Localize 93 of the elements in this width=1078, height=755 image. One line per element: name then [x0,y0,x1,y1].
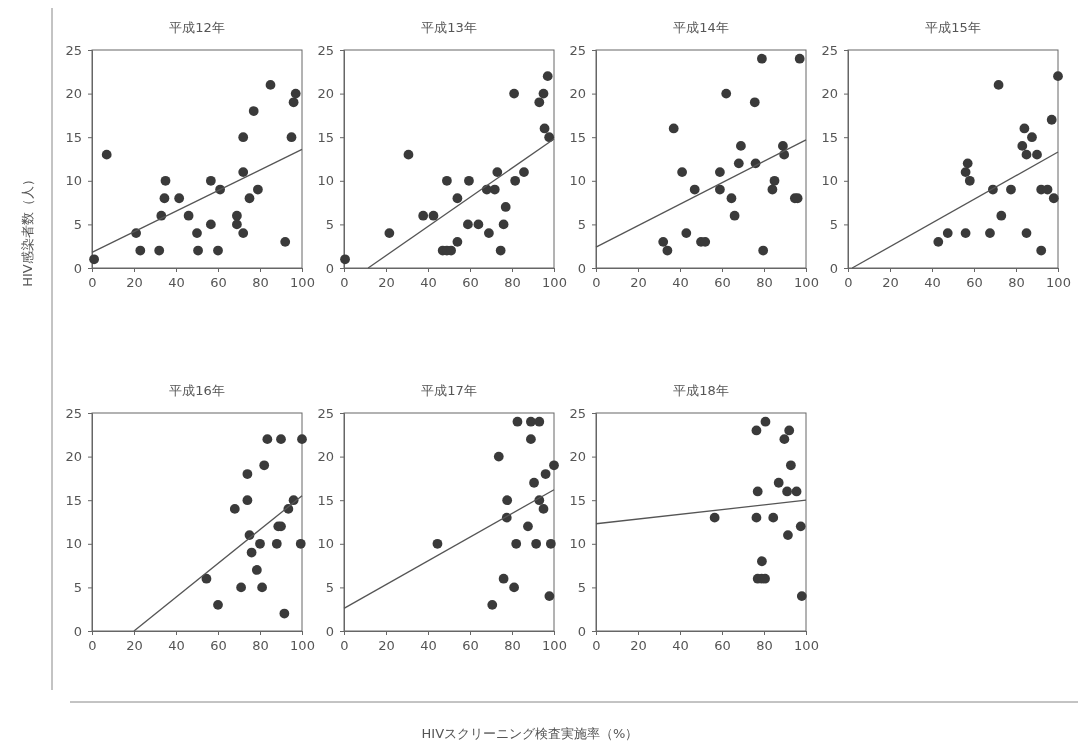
x-tick-label: 60 [462,275,479,291]
y-tick-label: 10 [569,536,586,552]
x-tick-label: 20 [630,275,647,291]
y-tick-label: 0 [829,260,838,276]
y-tick-label: 0 [325,260,334,276]
x-tick-label: 40 [420,638,437,654]
y-tick-label: 15 [65,129,82,145]
y-tick-label: 0 [73,260,82,276]
y-tick-label: 5 [73,580,82,596]
y-tick-label: 25 [569,42,586,58]
x-tick-label: 0 [592,638,601,654]
x-tick-label: 100 [290,638,315,654]
y-tick-label: 0 [325,623,334,639]
x-tick-label: 80 [756,638,773,654]
y-tick-label: 20 [65,449,82,465]
x-tick-label: 80 [1008,275,1025,291]
x-tick-label: 20 [126,638,143,654]
chart-title: 平成15年 [925,20,981,35]
y-tick-label: 15 [65,492,82,508]
x-tick-label: 40 [672,638,689,654]
y-tick-label: 25 [569,405,586,421]
y-tick-label: 15 [317,129,334,145]
x-tick-label: 100 [794,275,819,291]
y-tick-label: 25 [65,405,82,421]
y-tick-label: 10 [821,173,838,189]
y-tick-label: 20 [317,449,334,465]
chart-title: 平成18年 [673,383,729,398]
y-tick-label: 15 [569,492,586,508]
chart-title: 平成17年 [421,383,477,398]
chart-title: 平成12年 [169,20,225,35]
x-tick-label: 100 [542,275,567,291]
y-tick-label: 10 [65,173,82,189]
x-tick-label: 60 [210,275,227,291]
y-tick-label: 5 [325,217,334,233]
x-tick-label: 20 [630,638,647,654]
y-tick-label: 0 [577,260,586,276]
y-tick-label: 5 [325,580,334,596]
chart-title: 平成16年 [169,383,225,398]
x-tick-label: 0 [592,275,601,291]
x-tick-label: 20 [378,638,395,654]
x-tick-label: 40 [672,275,689,291]
x-tick-label: 40 [420,275,437,291]
x-tick-label: 20 [882,275,899,291]
y-tick-label: 20 [317,86,334,102]
y-tick-label: 5 [577,217,586,233]
y-tick-label: 5 [577,580,586,596]
x-tick-label: 80 [756,275,773,291]
x-tick-label: 60 [966,275,983,291]
x-tick-label: 80 [504,638,521,654]
x-tick-label: 80 [252,275,269,291]
x-tick-label: 40 [168,638,185,654]
y-tick-label: 25 [317,405,334,421]
x-tick-label: 100 [290,275,315,291]
y-tick-label: 20 [569,449,586,465]
y-axis-title: HIV感染者数（人） [20,173,35,287]
chart-title: 平成13年 [421,20,477,35]
x-axis-title: HIVスクリーニング検査実施率（%） [421,726,639,741]
y-tick-label: 10 [65,536,82,552]
x-tick-label: 100 [542,638,567,654]
x-tick-label: 0 [88,638,97,654]
x-tick-label: 20 [126,275,143,291]
y-tick-label: 20 [821,86,838,102]
x-tick-label: 100 [794,638,819,654]
x-tick-label: 0 [844,275,853,291]
y-tick-label: 20 [65,86,82,102]
x-tick-label: 80 [504,275,521,291]
x-tick-label: 40 [924,275,941,291]
y-tick-label: 0 [577,623,586,639]
y-tick-label: 5 [73,217,82,233]
x-tick-label: 100 [1046,275,1071,291]
y-tick-label: 0 [73,623,82,639]
y-tick-label: 10 [317,536,334,552]
y-tick-label: 15 [317,492,334,508]
x-tick-label: 60 [714,638,731,654]
chart-title: 平成14年 [673,20,729,35]
x-tick-label: 60 [210,638,227,654]
y-tick-label: 25 [65,42,82,58]
x-tick-label: 60 [462,638,479,654]
x-tick-label: 0 [88,275,97,291]
x-tick-label: 0 [340,275,349,291]
y-tick-label: 15 [569,129,586,145]
x-tick-label: 0 [340,638,349,654]
y-tick-label: 10 [317,173,334,189]
y-tick-label: 10 [569,173,586,189]
y-tick-label: 5 [829,217,838,233]
x-tick-label: 40 [168,275,185,291]
y-tick-label: 25 [317,42,334,58]
x-tick-label: 60 [714,275,731,291]
y-tick-label: 25 [821,42,838,58]
x-tick-label: 20 [378,275,395,291]
y-tick-label: 20 [569,86,586,102]
x-tick-label: 80 [252,638,269,654]
y-tick-label: 15 [821,129,838,145]
